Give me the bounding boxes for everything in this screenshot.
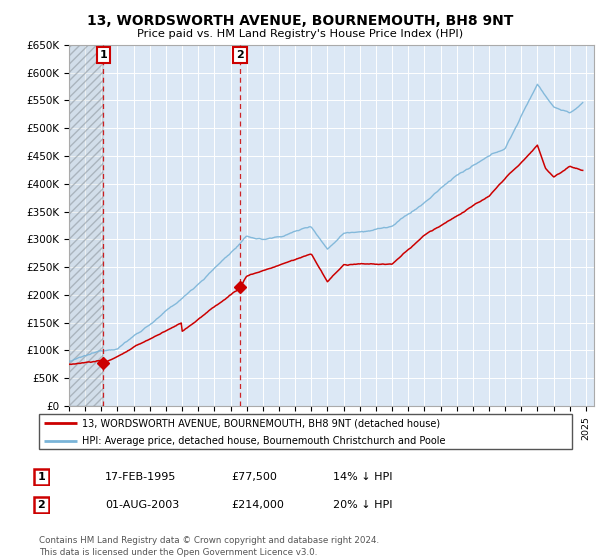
Text: 01-AUG-2003: 01-AUG-2003 (105, 500, 179, 510)
Text: 1: 1 (38, 472, 45, 482)
Bar (69, 45, 103, 406)
Text: 17-FEB-1995: 17-FEB-1995 (105, 472, 176, 482)
Bar (69, 45, 103, 406)
FancyBboxPatch shape (39, 414, 572, 449)
Text: Contains HM Land Registry data © Crown copyright and database right 2024.
This d: Contains HM Land Registry data © Crown c… (39, 536, 379, 557)
Text: £77,500: £77,500 (231, 472, 277, 482)
Text: 2: 2 (38, 500, 45, 510)
Text: £214,000: £214,000 (231, 500, 284, 510)
Text: Price paid vs. HM Land Registry's House Price Index (HPI): Price paid vs. HM Land Registry's House … (137, 29, 463, 39)
Text: 13, WORDSWORTH AVENUE, BOURNEMOUTH, BH8 9NT (detached house): 13, WORDSWORTH AVENUE, BOURNEMOUTH, BH8 … (82, 418, 440, 428)
Text: 20% ↓ HPI: 20% ↓ HPI (333, 500, 392, 510)
Text: 14% ↓ HPI: 14% ↓ HPI (333, 472, 392, 482)
Text: HPI: Average price, detached house, Bournemouth Christchurch and Poole: HPI: Average price, detached house, Bour… (82, 436, 445, 446)
Text: 1: 1 (100, 50, 107, 60)
Text: 2: 2 (236, 50, 244, 60)
Text: 13, WORDSWORTH AVENUE, BOURNEMOUTH, BH8 9NT: 13, WORDSWORTH AVENUE, BOURNEMOUTH, BH8 … (87, 14, 513, 28)
FancyBboxPatch shape (34, 469, 49, 485)
FancyBboxPatch shape (34, 497, 49, 513)
